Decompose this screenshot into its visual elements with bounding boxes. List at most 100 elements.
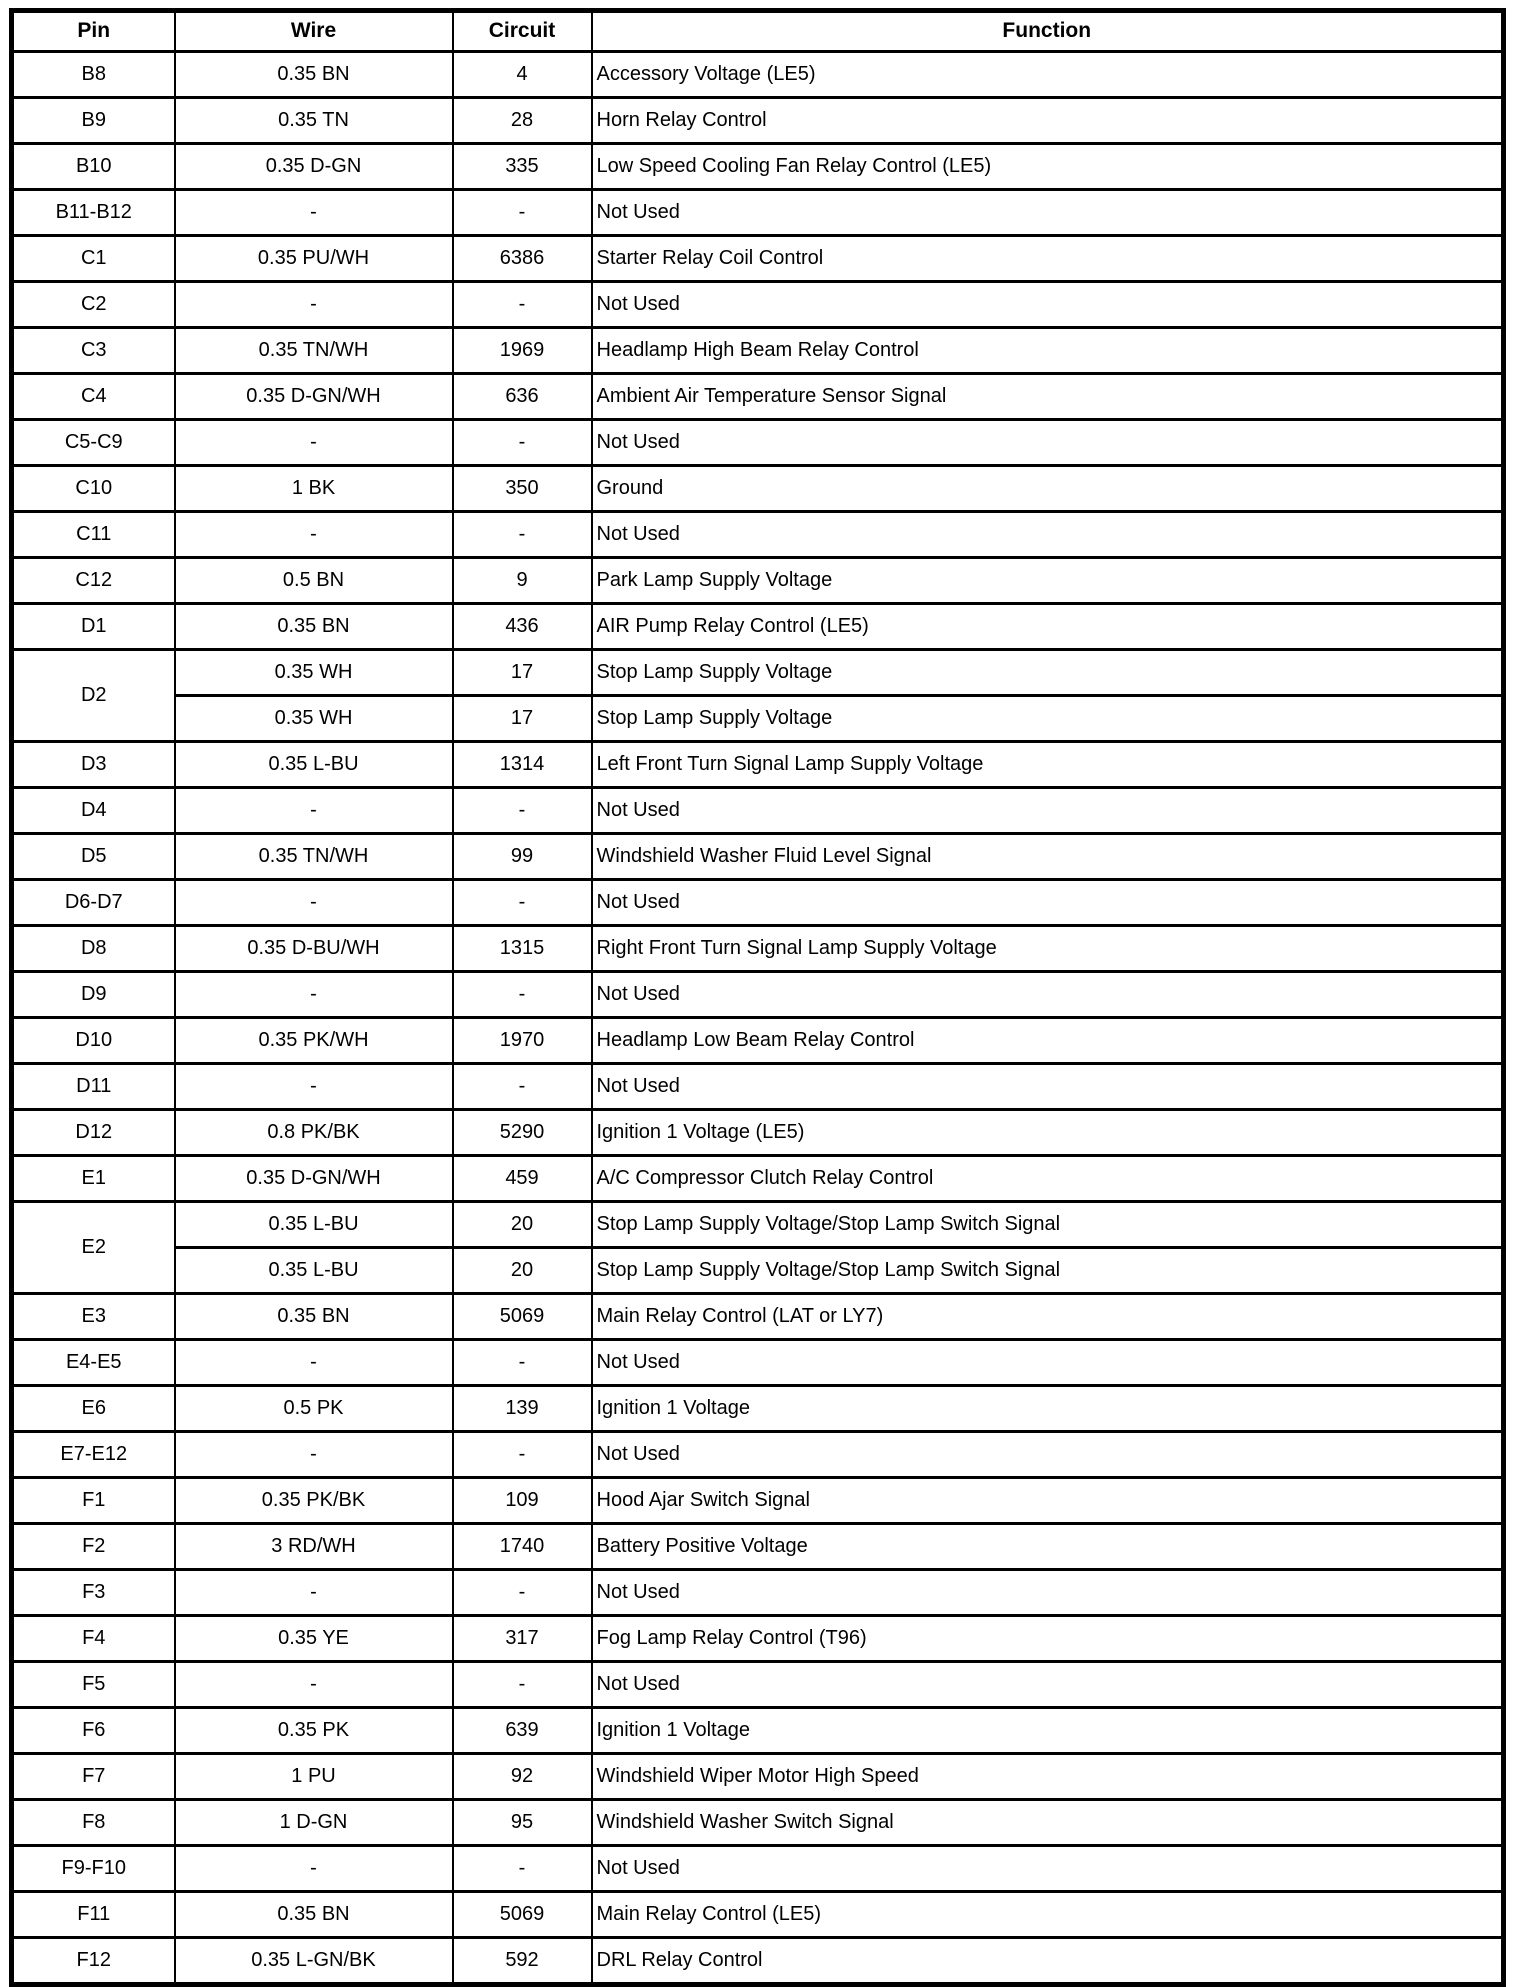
- function-cell: Not Used: [590, 188, 1505, 237]
- table-row: 0.35 WH 17 Stop Lamp Supply Voltage: [12, 694, 1505, 743]
- pin-cell: D1: [10, 602, 176, 651]
- wire-cell: -: [173, 510, 454, 559]
- function-cell: Fog Lamp Relay Control (T96): [590, 1614, 1505, 1663]
- table-row: F2 3 RD/WH 1740 Battery Positive Voltage: [10, 1522, 1505, 1571]
- function-cell: Not Used: [590, 1844, 1505, 1893]
- function-cell: Starter Relay Coil Control: [590, 234, 1505, 283]
- wire-cell: 0.35 TN: [173, 96, 454, 145]
- circuit-cell: -: [451, 280, 593, 329]
- function-cell: Not Used: [590, 1338, 1505, 1387]
- table-row: F1 0.35 PK/BK 109 Hood Ajar Switch Signal: [10, 1476, 1505, 1525]
- wire-cell: 0.5 BN: [173, 556, 454, 605]
- function-cell: Main Relay Control (LAT or LY7): [590, 1292, 1505, 1341]
- circuit-cell: 1315: [451, 924, 593, 973]
- circuit-cell: -: [451, 510, 593, 559]
- pin-cell: F3: [10, 1568, 176, 1617]
- wire-cell: -: [173, 1430, 454, 1479]
- pin-cell: D2: [10, 648, 176, 743]
- wire-cell: -: [173, 418, 454, 467]
- function-cell: Not Used: [590, 1660, 1505, 1709]
- pin-cell: E6: [10, 1384, 176, 1433]
- table-row: E4-E5- - Not Used: [10, 1338, 1505, 1387]
- circuit-cell: 636: [451, 372, 593, 421]
- wire-cell: 1 D-GN: [173, 1798, 454, 1847]
- pin-cell: F12: [10, 1936, 176, 1986]
- circuit-cell: 1970: [451, 1016, 593, 1065]
- pin-cell: E3: [10, 1292, 176, 1341]
- wire-cell: 3 RD/WH: [173, 1522, 454, 1571]
- pin-cell: D8: [10, 924, 176, 973]
- circuit-cell: 99: [451, 832, 593, 881]
- circuit-cell: 459: [451, 1154, 593, 1203]
- circuit-cell: 9: [451, 556, 593, 605]
- pin-cell: F8: [10, 1798, 176, 1847]
- wire-cell: -: [173, 1338, 454, 1387]
- circuit-cell: 17: [451, 648, 593, 697]
- connector-pinout-table: Pin Wire Circuit Function B8 0.35 BN 4 Acce…: [9, 8, 1506, 1987]
- wire-cell: 0.35 D-GN/WH: [173, 1154, 454, 1203]
- pin-cell: C5-C9: [10, 418, 176, 467]
- wire-cell: 0.35 D-BU/WH: [173, 924, 454, 973]
- pin-cell: F6: [10, 1706, 176, 1755]
- circuit-cell: 639: [451, 1706, 593, 1755]
- table-row: F12 0.35 L-GN/BK 592 DRL Relay Control: [10, 1936, 1505, 1986]
- pin-cell: D11: [10, 1062, 176, 1111]
- table-row: B10 0.35 D-GN 335 Low Speed Cooling Fan Rel…: [10, 142, 1505, 191]
- table-row: D12 0.8 PK/BK 5290 Ignition 1 Voltage (LE5): [10, 1108, 1505, 1157]
- circuit-cell: 1969: [451, 326, 593, 375]
- pin-cell: F2: [10, 1522, 176, 1571]
- circuit-cell: 28: [451, 96, 593, 145]
- circuit-cell: 95: [451, 1798, 593, 1847]
- wire-cell: -: [173, 970, 454, 1019]
- function-cell: Not Used: [590, 970, 1505, 1019]
- wire-cell: 0.35 L-BU: [173, 1200, 454, 1249]
- pin-cell: F7: [10, 1752, 176, 1801]
- wire-cell: -: [173, 878, 454, 927]
- circuit-cell: 5069: [451, 1292, 593, 1341]
- table-row: F4 0.35 YE 317 Fog Lamp Relay Control (T96): [10, 1614, 1505, 1663]
- function-cell: Park Lamp Supply Voltage: [590, 556, 1505, 605]
- table-row: D9- - Not Used: [10, 970, 1505, 1019]
- function-cell: Accessory Voltage (LE5): [590, 50, 1505, 99]
- table-row: B8 0.35 BN 4 Accessory Voltage (LE5): [10, 50, 1505, 99]
- table-row: F3- - Not Used: [10, 1568, 1505, 1617]
- wire-cell: -: [173, 1568, 454, 1617]
- circuit-cell: 6386: [451, 234, 593, 283]
- wire-cell: 0.35 PU/WH: [173, 234, 454, 283]
- table-row: F7 1 PU 92 Windshield Wiper Motor High Spee…: [10, 1752, 1505, 1801]
- pin-cell: F1: [10, 1476, 176, 1525]
- wire-cell: 0.35 TN/WH: [173, 832, 454, 881]
- function-cell: Ignition 1 Voltage: [590, 1384, 1505, 1433]
- pin-cell: D4: [10, 786, 176, 835]
- table-row: D1 0.35 BN 436 AIR Pump Relay Control (LE5): [10, 602, 1505, 651]
- function-cell: A/C Compressor Clutch Relay Control: [590, 1154, 1505, 1203]
- circuit-cell: -: [451, 786, 593, 835]
- header-circuit: Circuit: [451, 9, 593, 53]
- circuit-cell: 335: [451, 142, 593, 191]
- table-row: C5-C9- - Not Used: [10, 418, 1505, 467]
- table-row: C4 0.35 D-GN/WH 636 Ambient Air Temperature…: [10, 372, 1505, 421]
- pin-cell: E4-E5: [10, 1338, 176, 1387]
- pin-cell: C2: [10, 280, 176, 329]
- pin-cell: D9: [10, 970, 176, 1019]
- function-cell: Not Used: [590, 786, 1505, 835]
- table-row: D11- - Not Used: [10, 1062, 1505, 1111]
- table-row: F6 0.35 PK 639 Ignition 1 Voltage: [10, 1706, 1505, 1755]
- pin-cell: B8: [10, 50, 176, 99]
- wire-cell: -: [173, 786, 454, 835]
- circuit-cell: 350: [451, 464, 593, 513]
- table-row: C1 0.35 PU/WH 6386 Starter Relay Coil Contr…: [10, 234, 1505, 283]
- circuit-cell: -: [451, 1430, 593, 1479]
- circuit-cell: -: [451, 1844, 593, 1893]
- wire-cell: 0.35 WH: [173, 648, 454, 697]
- circuit-cell: 4: [451, 50, 593, 99]
- circuit-cell: 1314: [451, 740, 593, 789]
- wire-cell: 0.35 BN: [173, 1292, 454, 1341]
- table-row: E3 0.35 BN 5069 Main Relay Control (LAT or …: [10, 1292, 1505, 1341]
- table-row: B11-B12- - Not Used: [10, 188, 1505, 237]
- table-row: D4- - Not Used: [10, 786, 1505, 835]
- circuit-cell: -: [451, 1338, 593, 1387]
- wire-cell: 0.8 PK/BK: [173, 1108, 454, 1157]
- function-cell: DRL Relay Control: [590, 1936, 1505, 1986]
- wire-cell: 0.35 PK: [173, 1706, 454, 1755]
